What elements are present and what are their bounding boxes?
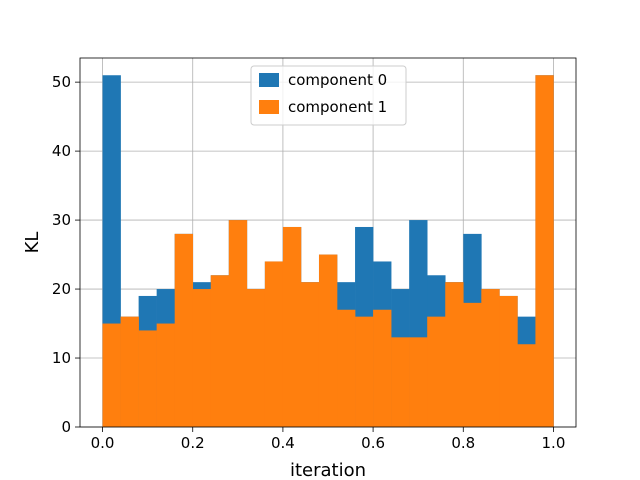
bar-series-1-bin-18 xyxy=(427,316,446,427)
x-tick-label: 1.0 xyxy=(542,434,566,452)
bar-series-1-bin-12 xyxy=(318,254,338,427)
bar-series-1-bin-13 xyxy=(337,309,356,427)
bar-series-1-bin-15 xyxy=(373,309,392,427)
legend: component 0 component 1 xyxy=(250,65,407,126)
bar-series-1-bin-0 xyxy=(102,323,121,427)
bar-series-1-bin-5 xyxy=(192,289,212,427)
y-tick-label: 40 xyxy=(52,142,71,160)
bar-series-1-bin-2 xyxy=(138,330,157,427)
bar-series-1-bin-20 xyxy=(463,302,482,427)
plot-frame xyxy=(79,57,577,428)
y-axis-label: KL xyxy=(22,232,43,254)
y-tick-label: 50 xyxy=(52,73,71,91)
bar-series-1-bin-8 xyxy=(246,289,266,427)
ticks: 0.0 0.2 0.4 0.6 0.8 1.0 0 10 20 30 40 50 xyxy=(52,73,565,452)
bar-series-1-bin-7 xyxy=(228,220,248,427)
x-tick-label: 0.6 xyxy=(361,434,385,452)
bar-series-1-bin-22 xyxy=(499,295,518,427)
x-tick-label: 0.8 xyxy=(451,434,475,452)
legend-box xyxy=(250,65,407,126)
bar-series-1-bin-11 xyxy=(300,282,320,427)
y-tick-label: 10 xyxy=(52,349,71,367)
legend-swatch-component-0 xyxy=(259,73,279,87)
x-tick-label: 0.0 xyxy=(91,434,115,452)
x-tick-label: 0.2 xyxy=(181,434,205,452)
bar-series-1-bin-23 xyxy=(517,344,536,427)
y-tick-label: 30 xyxy=(52,211,71,229)
bar-series-1-bin-21 xyxy=(481,289,500,427)
legend-label-component-0: component 0 xyxy=(288,71,387,89)
bar-series-1-bin-14 xyxy=(355,316,374,427)
x-axis-label: iteration xyxy=(290,460,366,480)
bar-series-1-bin-1 xyxy=(120,316,139,427)
bar-series-1-bin-4 xyxy=(174,233,194,427)
bar-series-1-bin-3 xyxy=(156,323,175,427)
y-tick-label: 0 xyxy=(61,418,71,436)
bar-series-1-bin-6 xyxy=(210,275,230,427)
bar-series-1-bin-24 xyxy=(535,75,554,428)
bar-series-1-bin-17 xyxy=(409,337,428,427)
bars xyxy=(102,75,554,428)
bar-series-1-bin-19 xyxy=(445,282,464,427)
legend-swatch-component-1 xyxy=(259,100,279,114)
x-tick-label: 0.4 xyxy=(271,434,295,452)
bar-series-1-bin-9 xyxy=(264,261,284,427)
legend-label-component-1: component 1 xyxy=(288,98,387,116)
bar-series-1-bin-16 xyxy=(391,337,410,427)
y-tick-label: 20 xyxy=(52,280,71,298)
bar-series-1-bin-10 xyxy=(282,226,302,427)
